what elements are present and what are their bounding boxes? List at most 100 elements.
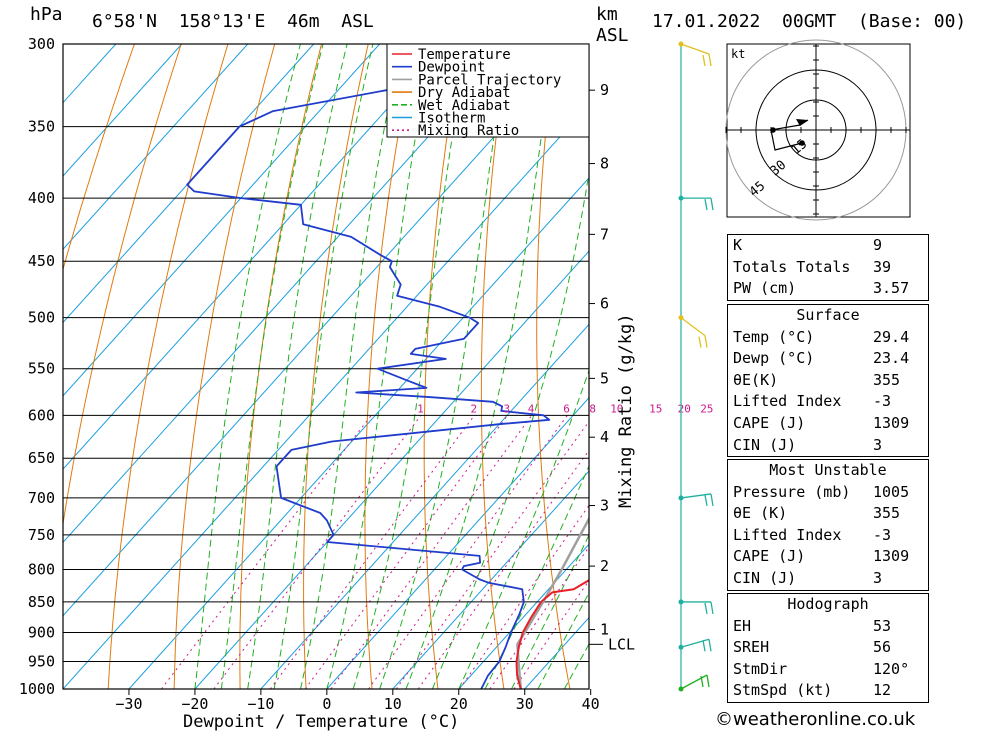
mixing-ratio-label: 3 <box>504 402 511 415</box>
isotherm-line <box>326 396 589 689</box>
table-row: EH 53 <box>728 616 928 638</box>
hodograph-table: Hodograph EH 53 SREH 56 StmDir 120° StmSpd (kt… <box>727 593 929 703</box>
wind-barb-flag <box>700 675 704 688</box>
x-tick-label: 0 <box>322 695 331 713</box>
most-unstable-table: Most Unstable Pressure (mb) 1005 θE (K) 355… <box>727 459 929 591</box>
row-value: 120° <box>873 659 910 678</box>
table-row: CAPE (J) 1309 <box>728 546 928 568</box>
wet-adiabat-line <box>379 44 509 689</box>
pressure-tick-label: 400 <box>28 189 55 207</box>
legend-entry: Temperature <box>418 47 511 63</box>
table-row: Temp (°C) 29.4 <box>728 327 928 349</box>
station-location: 6°58'N 158°13'E 46m ASL <box>92 11 374 32</box>
hodograph-title: Hodograph <box>787 595 869 613</box>
asl-unit: ASL <box>596 25 629 46</box>
table-row: θE (K) 355 <box>728 503 928 525</box>
isotherm-line <box>128 177 589 689</box>
isotherm-line <box>63 44 446 470</box>
pressure-tick-label: 750 <box>28 526 55 544</box>
km-unit: km <box>596 4 618 25</box>
wind-level-dot <box>678 495 684 501</box>
table-row: StmDir 120° <box>728 659 928 681</box>
table-row: CAPE (J) 1309 <box>728 413 928 435</box>
legend-entry: Dewpoint <box>418 60 485 76</box>
mixing-ratio-label: 6 <box>563 402 570 415</box>
row-label: Pressure (mb) <box>733 482 851 501</box>
most-unstable-title: Most Unstable <box>769 461 887 479</box>
credit-link[interactable]: ©weatheronline.co.uk <box>715 709 916 730</box>
km-tick-label: 5 <box>600 369 609 387</box>
table-row: Totals Totals 39 <box>728 257 928 279</box>
row-value: 3 <box>873 435 883 454</box>
isotherm-line <box>260 323 589 689</box>
dry-adiabat-line <box>642 44 702 689</box>
legend-entry: Dry Adiabat <box>418 85 511 101</box>
km-tick-label: 1 <box>600 621 609 639</box>
wind-barb <box>680 43 710 55</box>
pressure-tick-label: 450 <box>28 252 55 270</box>
pressure-tick-label: 550 <box>28 360 55 378</box>
wind-barb <box>680 638 710 648</box>
x-tick-label: −10 <box>247 695 274 713</box>
isotherm-line <box>63 44 249 251</box>
km-tick-label: 6 <box>600 295 609 313</box>
surface-table: Surface Temp (°C) 29.4 Dewp (°C) 23.4 θE(K) 3… <box>727 304 929 458</box>
isotherm-line <box>392 470 589 689</box>
row-value: 29.4 <box>873 327 910 346</box>
mixing-ratio-line <box>304 415 508 689</box>
table-row: Pressure (mb) 1005 <box>728 482 928 504</box>
row-value: 355 <box>873 504 901 523</box>
surface-title: Surface <box>796 306 860 324</box>
table-row: CIN (J) 3 <box>728 435 928 457</box>
row-label: Lifted Index <box>733 392 842 411</box>
row-value: 53 <box>873 616 892 635</box>
table-row: SREH 56 <box>728 637 928 659</box>
legend-entry: Isotherm <box>418 111 485 127</box>
row-label: Lifted Index <box>733 525 842 544</box>
table-row: Lifted Index -3 <box>728 525 928 547</box>
table-row: Dewp (°C) 23.4 <box>728 348 928 370</box>
row-label: StmSpd (kt) <box>733 681 833 700</box>
row-value: 12 <box>873 681 892 700</box>
legend-entry: Mixing Ratio <box>418 123 519 139</box>
mixing-ratio-label: 8 <box>589 402 596 415</box>
hodograph-point <box>770 127 776 133</box>
wind-barb-flag <box>708 639 712 652</box>
pressure-tick-label: 950 <box>28 653 55 671</box>
row-label: θE(K) <box>733 370 779 389</box>
isotherm-line <box>194 250 589 689</box>
pressure-tick-label: 900 <box>28 624 55 642</box>
pressure-tick-label: 650 <box>28 449 55 467</box>
pressure-tick-label: 500 <box>28 309 55 327</box>
wind-barb-flag <box>708 53 712 67</box>
row-label: CIN (J) <box>733 435 797 454</box>
indices-table: K 9 Totals Totals 39 PW (cm) 3.57 <box>727 234 929 301</box>
x-tick-label: 30 <box>516 695 534 713</box>
wind-level-dot <box>678 195 684 201</box>
row-label: CAPE (J) <box>733 547 806 566</box>
pressure-tick-label: 800 <box>28 560 55 578</box>
row-value: 355 <box>873 370 901 389</box>
km-tick-label: 8 <box>600 155 609 173</box>
row-label: PW (cm) <box>733 279 797 298</box>
wind-barb-flag <box>702 640 706 652</box>
wind-level-dot <box>678 599 684 605</box>
wind-level-dot <box>678 315 684 321</box>
wind-level-dot <box>678 686 684 692</box>
dry-adiabat-line <box>239 44 322 689</box>
pressure-tick-label: 350 <box>28 118 55 136</box>
mixing-ratio-label: 4 <box>528 402 535 415</box>
wind-level-dot <box>678 41 684 47</box>
wet-adiabat-line <box>300 44 402 689</box>
isotherm-line <box>63 44 183 177</box>
pressure-tick-label: 1000 <box>19 680 55 698</box>
row-value: 1309 <box>873 413 910 432</box>
storm-motion-marker <box>796 119 808 126</box>
mixing-ratio-line <box>368 415 568 689</box>
pressure-tick-label: 850 <box>28 593 55 611</box>
mixing-ratio-label: 2 <box>471 402 478 415</box>
wind-barb-flag <box>702 54 706 67</box>
